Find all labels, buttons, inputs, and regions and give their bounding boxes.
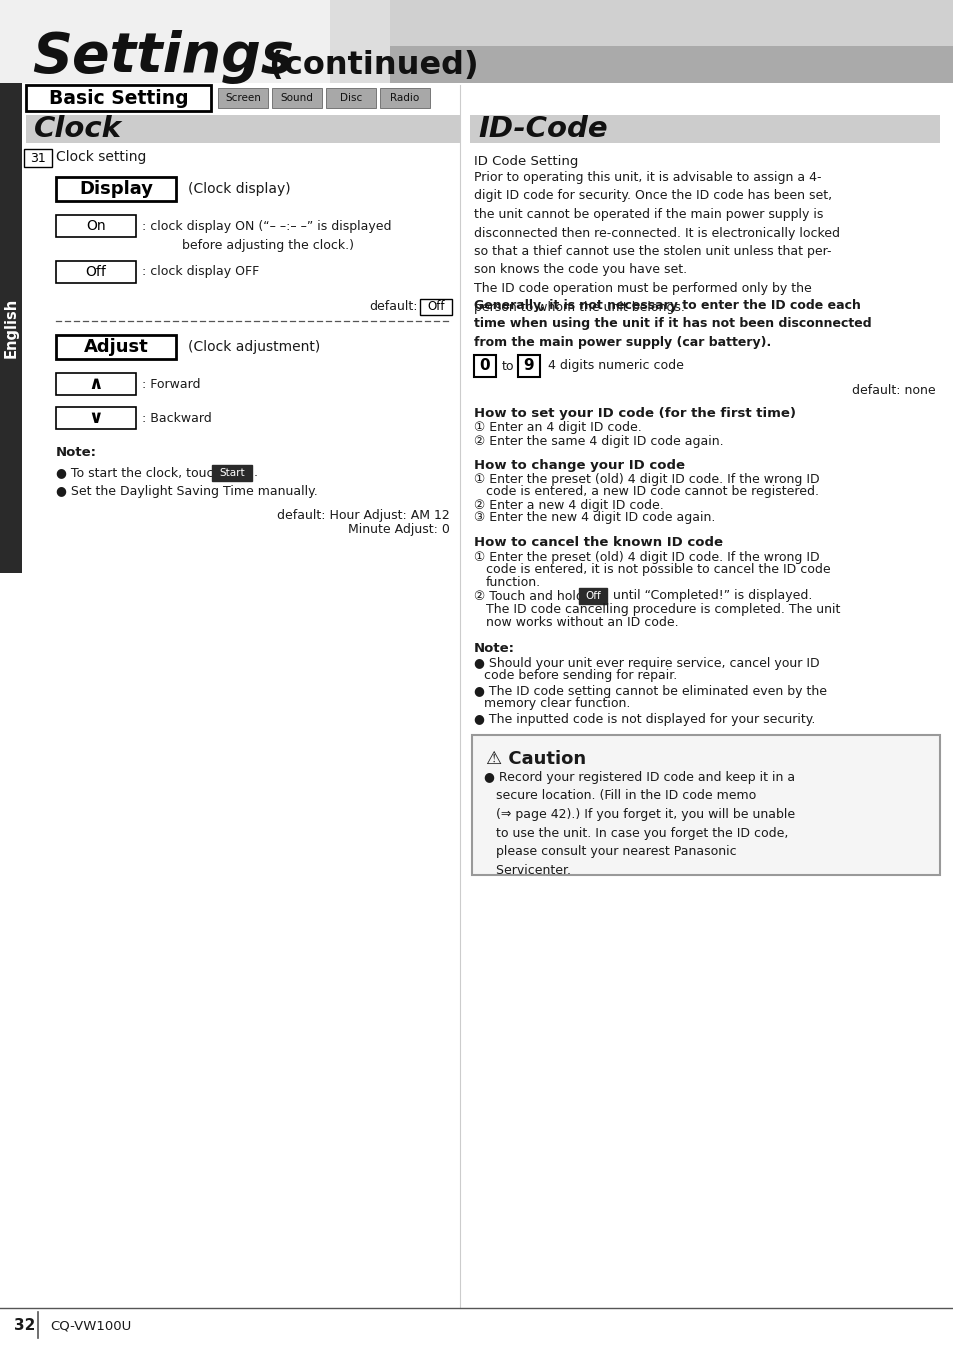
Text: CQ-VW100U: CQ-VW100U (50, 1320, 132, 1333)
Text: How to cancel the known ID code: How to cancel the known ID code (474, 537, 722, 550)
Text: Screen: Screen (225, 93, 261, 102)
Text: Adjust: Adjust (84, 338, 149, 356)
Text: ● To start the clock, touch: ● To start the clock, touch (56, 466, 225, 480)
Text: English: English (4, 298, 18, 359)
Bar (379, 88, 430, 108)
Bar (472, 735, 939, 875)
Bar (212, 465, 252, 481)
Bar (56, 262, 136, 283)
Text: Basic Setting: Basic Setting (49, 89, 188, 108)
Text: Note:: Note: (474, 643, 515, 655)
Text: default:: default: (369, 301, 417, 314)
Bar (56, 407, 136, 429)
Bar (517, 355, 539, 377)
Text: ② Enter the same 4 digit ID code again.: ② Enter the same 4 digit ID code again. (474, 434, 723, 448)
Text: Off: Off (584, 590, 600, 601)
Text: ∧: ∧ (89, 375, 103, 394)
Text: Sound: Sound (280, 93, 314, 102)
Text: Display: Display (79, 181, 152, 198)
Text: Start: Start (219, 468, 245, 479)
Text: function.: function. (485, 577, 540, 589)
Text: Note:: Note: (56, 446, 97, 460)
Text: Clock: Clock (34, 115, 122, 143)
Text: ① Enter the preset (old) 4 digit ID code. If the wrong ID: ① Enter the preset (old) 4 digit ID code… (474, 550, 819, 563)
Text: now works without an ID code.: now works without an ID code. (485, 616, 678, 628)
Text: default: none: default: none (851, 384, 935, 398)
Bar (419, 299, 452, 315)
Text: 32: 32 (14, 1318, 35, 1333)
Bar (26, 85, 211, 111)
Text: code before sending for repair.: code before sending for repair. (483, 670, 677, 682)
Bar (56, 336, 175, 359)
Text: 9: 9 (523, 359, 534, 373)
Bar (0, 0, 953, 84)
Bar (56, 214, 136, 237)
Bar (24, 150, 52, 167)
Bar (326, 88, 375, 108)
Text: : Backward: : Backward (142, 411, 212, 425)
Text: (continued): (continued) (257, 50, 478, 81)
Text: 31: 31 (30, 151, 46, 164)
Bar (390, 0, 953, 46)
Text: Generally, it is not necessary to enter the ID code each
time when using the uni: Generally, it is not necessary to enter … (474, 299, 871, 349)
Bar (390, 0, 953, 84)
Text: : clock display OFF: : clock display OFF (142, 266, 259, 279)
Text: (Clock adjustment): (Clock adjustment) (188, 340, 320, 355)
Text: memory clear function.: memory clear function. (483, 697, 630, 710)
Text: code is entered, a new ID code cannot be registered.: code is entered, a new ID code cannot be… (485, 485, 818, 499)
Text: to: to (501, 360, 514, 372)
Text: ● Should your unit ever require service, cancel your ID: ● Should your unit ever require service,… (474, 656, 819, 670)
Bar (218, 88, 268, 108)
Text: code is entered, it is not possible to cancel the ID code: code is entered, it is not possible to c… (485, 563, 830, 577)
Text: 4 digits numeric code: 4 digits numeric code (547, 360, 683, 372)
Text: Prior to operating this unit, it is advisable to assign a 4-
digit ID code for s: Prior to operating this unit, it is advi… (474, 171, 840, 314)
Text: The ID code cancelling procedure is completed. The unit: The ID code cancelling procedure is comp… (485, 603, 840, 616)
Text: Radio: Radio (390, 93, 419, 102)
Text: until “Completed!” is displayed.: until “Completed!” is displayed. (608, 589, 812, 603)
Text: ② Touch and hold: ② Touch and hold (474, 589, 587, 603)
Text: ● The ID code setting cannot be eliminated even by the: ● The ID code setting cannot be eliminat… (474, 685, 826, 697)
Text: ● Record your registered ID code and keep it in a
   secure location. (Fill in t: ● Record your registered ID code and kee… (483, 771, 794, 876)
Text: Off: Off (86, 266, 107, 279)
Bar (26, 115, 459, 143)
Text: How to change your ID code: How to change your ID code (474, 458, 684, 472)
Bar (470, 115, 939, 143)
Text: ID-Code: ID-Code (477, 115, 607, 143)
Bar (56, 177, 175, 201)
Text: Minute Adjust: 0: Minute Adjust: 0 (348, 523, 450, 535)
Text: On: On (86, 218, 106, 233)
Bar (578, 588, 606, 604)
Text: ● The inputted code is not displayed for your security.: ● The inputted code is not displayed for… (474, 713, 815, 725)
Text: ID Code Setting: ID Code Setting (474, 155, 578, 167)
Text: Off: Off (427, 301, 444, 314)
Text: ① Enter an 4 digit ID code.: ① Enter an 4 digit ID code. (474, 421, 641, 434)
Bar (330, 0, 390, 84)
Text: : clock display ON (“– –:– –” is displayed
          before adjusting the clock.: : clock display ON (“– –:– –” is display… (142, 220, 391, 252)
Text: Settings: Settings (32, 30, 294, 84)
Text: default: Hour Adjust: AM 12: default: Hour Adjust: AM 12 (277, 508, 450, 522)
Text: ③ Enter the new 4 digit ID code again.: ③ Enter the new 4 digit ID code again. (474, 511, 715, 524)
Text: Clock setting: Clock setting (56, 150, 146, 164)
Text: How to set your ID code (for the first time): How to set your ID code (for the first t… (474, 407, 795, 419)
Text: ⚠ Caution: ⚠ Caution (485, 749, 585, 768)
Text: ② Enter a new 4 digit ID code.: ② Enter a new 4 digit ID code. (474, 499, 663, 511)
Text: .: . (253, 466, 257, 480)
Bar (56, 373, 136, 395)
Text: ∨: ∨ (89, 408, 103, 427)
Text: ● Set the Daylight Saving Time manually.: ● Set the Daylight Saving Time manually. (56, 484, 317, 497)
Text: : Forward: : Forward (142, 377, 200, 391)
Bar (474, 355, 496, 377)
Text: Disc: Disc (339, 93, 362, 102)
Text: (Clock display): (Clock display) (188, 182, 291, 195)
Text: 0: 0 (479, 359, 490, 373)
Bar (272, 88, 322, 108)
Bar (0, 84, 22, 573)
Text: ① Enter the preset (old) 4 digit ID code. If the wrong ID: ① Enter the preset (old) 4 digit ID code… (474, 473, 819, 485)
